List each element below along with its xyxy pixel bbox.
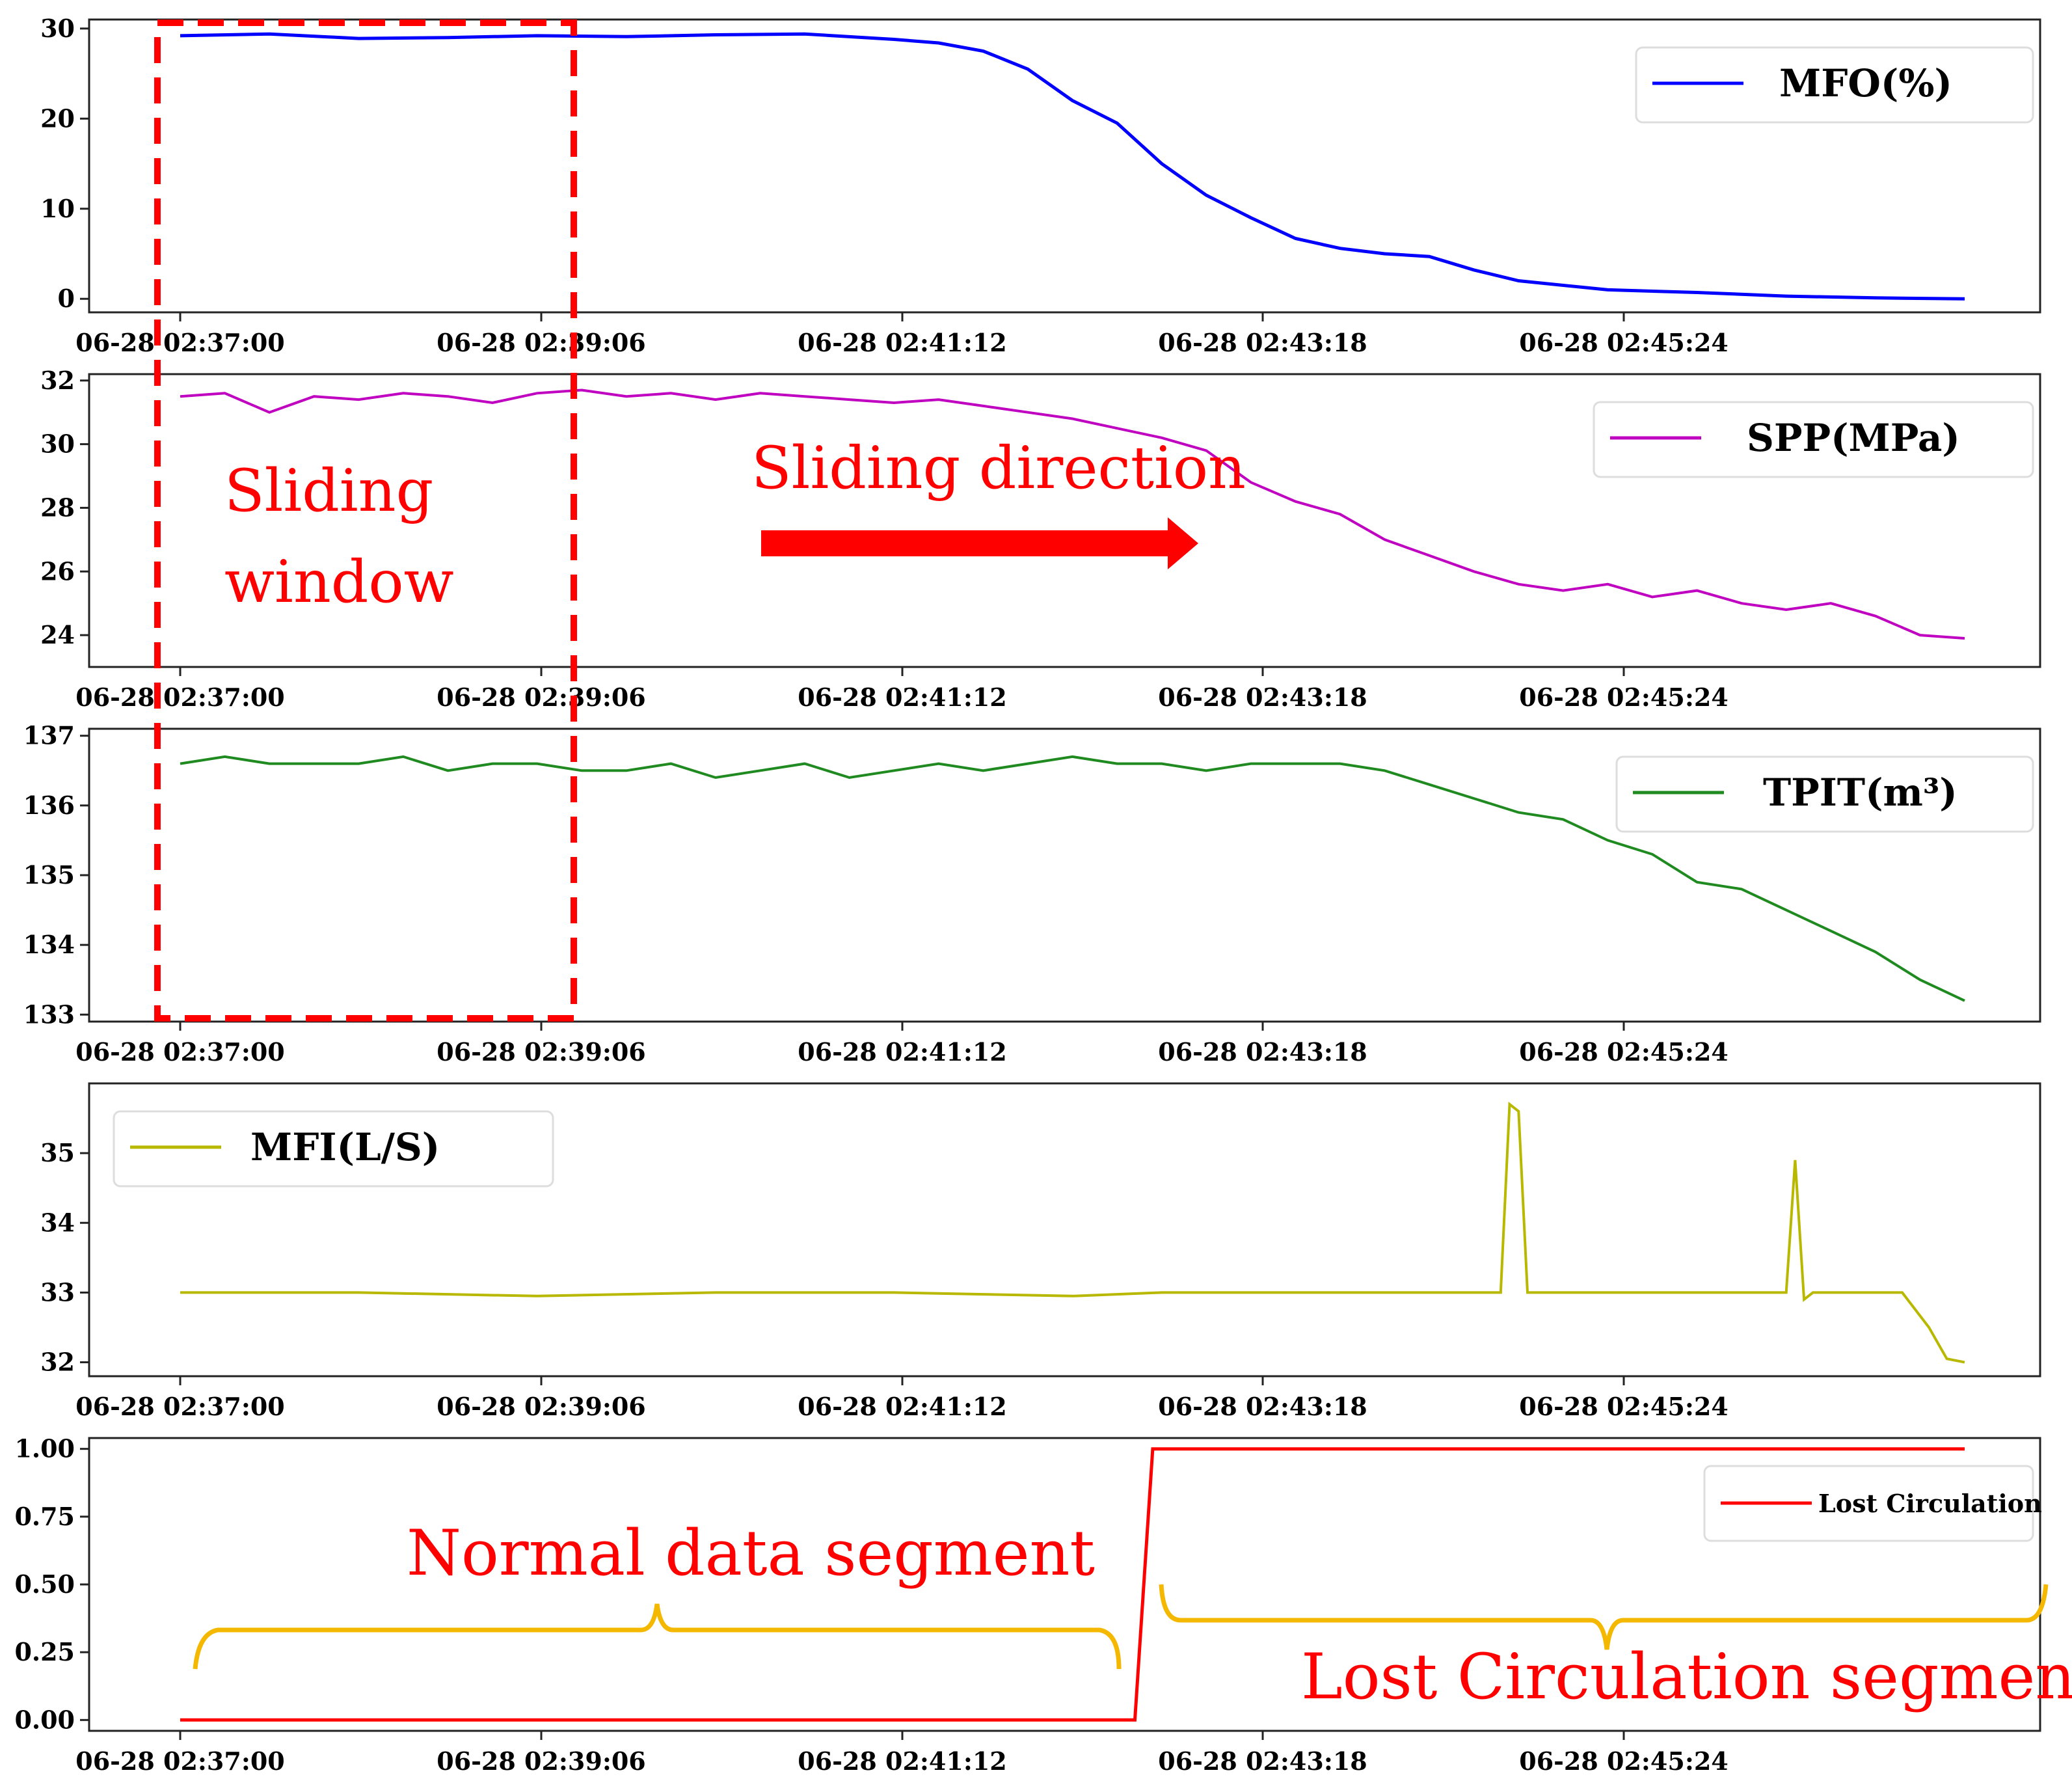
x-tick-label: 06-28 02:39:06 xyxy=(437,328,645,357)
y-axis-ticks: 0 10 20 30 xyxy=(40,14,89,313)
x-tick-label: 06-28 02:37:00 xyxy=(75,328,284,357)
y-tick-label: 135 xyxy=(23,860,75,889)
x-tick-label: 06-28 02:45:24 xyxy=(1519,1392,1728,1421)
spp-line xyxy=(180,388,1965,640)
x-axis-ticks: 06-28 02:37:00 06-28 02:39:06 06-28 02:41:… xyxy=(75,1731,1729,1776)
mfo-line xyxy=(180,32,1965,301)
y-tick-label: 34 xyxy=(40,1208,75,1237)
x-tick-label: 06-28 02:37:00 xyxy=(75,1392,284,1421)
x-tick-label: 06-28 02:43:18 xyxy=(1158,328,1367,357)
x-tick-label: 06-28 02:41:12 xyxy=(798,1746,1006,1776)
x-tick-label: 06-28 02:37:00 xyxy=(75,1037,284,1066)
x-axis-ticks: 06-28 02:37:00 06-28 02:39:06 06-28 02:41:… xyxy=(75,312,1729,357)
legend: TPIT(m³) xyxy=(1615,755,2034,833)
y-tick-label: 32 xyxy=(40,366,75,395)
x-tick-label: 06-28 02:45:24 xyxy=(1519,683,1728,712)
legend: MFO(%) xyxy=(1635,46,2034,124)
y-axis-ticks: 32 33 34 35 xyxy=(40,1138,89,1377)
x-tick-label: 06-28 02:39:06 xyxy=(437,683,645,712)
lost-segment-label: Lost Circulation segment xyxy=(1301,1640,2072,1713)
y-tick-label: 24 xyxy=(40,620,75,649)
plot-frame xyxy=(88,373,2041,668)
legend-label: TPIT(m³) xyxy=(1763,770,1958,815)
x-axis-ticks: 06-28 02:37:00 06-28 02:39:06 06-28 02:41:… xyxy=(75,1022,1729,1066)
lost-segment-brace xyxy=(1159,1584,2049,1650)
y-tick-label: 28 xyxy=(40,493,75,522)
y-tick-label: 33 xyxy=(40,1277,75,1307)
x-axis-ticks: 06-28 02:37:00 06-28 02:39:06 06-28 02:41:… xyxy=(75,1376,1729,1421)
sliding-direction-arrow xyxy=(761,517,1198,569)
y-tick-label: 0 xyxy=(58,284,75,313)
y-tick-label: 32 xyxy=(40,1348,75,1377)
x-tick-label: 06-28 02:41:12 xyxy=(798,328,1006,357)
y-tick-label: 30 xyxy=(40,14,75,43)
x-tick-label: 06-28 02:37:00 xyxy=(75,683,284,712)
y-tick-label: 0.00 xyxy=(14,1705,75,1734)
x-tick-label: 06-28 02:43:18 xyxy=(1158,1746,1367,1776)
y-tick-label: 35 xyxy=(40,1138,75,1167)
y-tick-label: 134 xyxy=(23,930,75,959)
x-axis-ticks: 06-28 02:37:00 06-28 02:39:06 06-28 02:41:… xyxy=(75,667,1729,712)
x-tick-label: 06-28 02:39:06 xyxy=(437,1037,645,1066)
tpit-line xyxy=(180,755,1965,1002)
x-tick-label: 06-28 02:43:18 xyxy=(1158,1392,1367,1421)
x-tick-label: 06-28 02:45:24 xyxy=(1519,1037,1728,1066)
y-tick-label: 136 xyxy=(23,791,75,820)
legend: MFI(L/S) xyxy=(113,1110,554,1188)
y-tick-label: 133 xyxy=(23,999,75,1029)
sliding-window-box xyxy=(154,20,577,1022)
y-tick-label: 0.25 xyxy=(14,1637,75,1666)
legend-label: MFI(L/S) xyxy=(250,1125,440,1169)
y-tick-label: 10 xyxy=(40,194,75,223)
x-tick-label: 06-28 02:43:18 xyxy=(1158,683,1367,712)
lost-circulation-panel: 0.000.250.500.751.00 06-28 02:37:00 06-28… xyxy=(14,1434,2041,1776)
sliding-window-label: Sliding xyxy=(224,457,433,525)
x-tick-label: 06-28 02:39:06 xyxy=(437,1746,645,1776)
y-axis-ticks: 133 134 135 136 137 xyxy=(23,721,89,1029)
x-tick-label: 06-28 02:37:00 xyxy=(75,1746,284,1776)
x-tick-label: 06-28 02:39:06 xyxy=(437,1392,645,1421)
normal-segment-brace xyxy=(193,1603,1122,1670)
y-tick-label: 26 xyxy=(40,556,75,586)
plot-frame xyxy=(88,1082,2041,1378)
y-tick-label: 1.00 xyxy=(14,1434,75,1463)
plot-frame xyxy=(88,18,2041,314)
y-tick-label: 20 xyxy=(40,103,75,133)
legend-label: MFO(%) xyxy=(1779,61,1952,105)
y-tick-label: 0.50 xyxy=(14,1569,75,1599)
x-tick-label: 06-28 02:41:12 xyxy=(798,683,1006,712)
legend: SPP(MPa) xyxy=(1593,401,2034,478)
lost-circulation-line xyxy=(180,1447,1965,1722)
x-tick-label: 06-28 02:41:12 xyxy=(798,1037,1006,1066)
y-tick-label: 30 xyxy=(40,429,75,459)
x-tick-label: 06-28 02:41:12 xyxy=(798,1392,1006,1421)
x-tick-label: 06-28 02:43:18 xyxy=(1158,1037,1367,1066)
mfi-line xyxy=(180,1102,1965,1364)
y-axis-ticks: 24 26 28 30 32 xyxy=(40,366,89,649)
x-tick-label: 06-28 02:45:24 xyxy=(1519,328,1728,357)
y-tick-label: 0.75 xyxy=(14,1502,75,1531)
x-tick-label: 06-28 02:45:24 xyxy=(1519,1746,1728,1776)
sliding-direction-label: Sliding direction xyxy=(751,434,1246,502)
sliding-window-label-2: window xyxy=(224,548,454,616)
legend-label: SPP(MPa) xyxy=(1747,416,1960,460)
y-axis-ticks: 0.00 0.25 0.50 0.75 1.00 xyxy=(14,1434,89,1734)
legend: Lost Circulation xyxy=(1703,1465,2042,1542)
legend-label: Lost Circulation xyxy=(1818,1489,2042,1518)
normal-segment-label: Normal data segment xyxy=(407,1517,1095,1590)
y-tick-label: 137 xyxy=(23,721,75,750)
